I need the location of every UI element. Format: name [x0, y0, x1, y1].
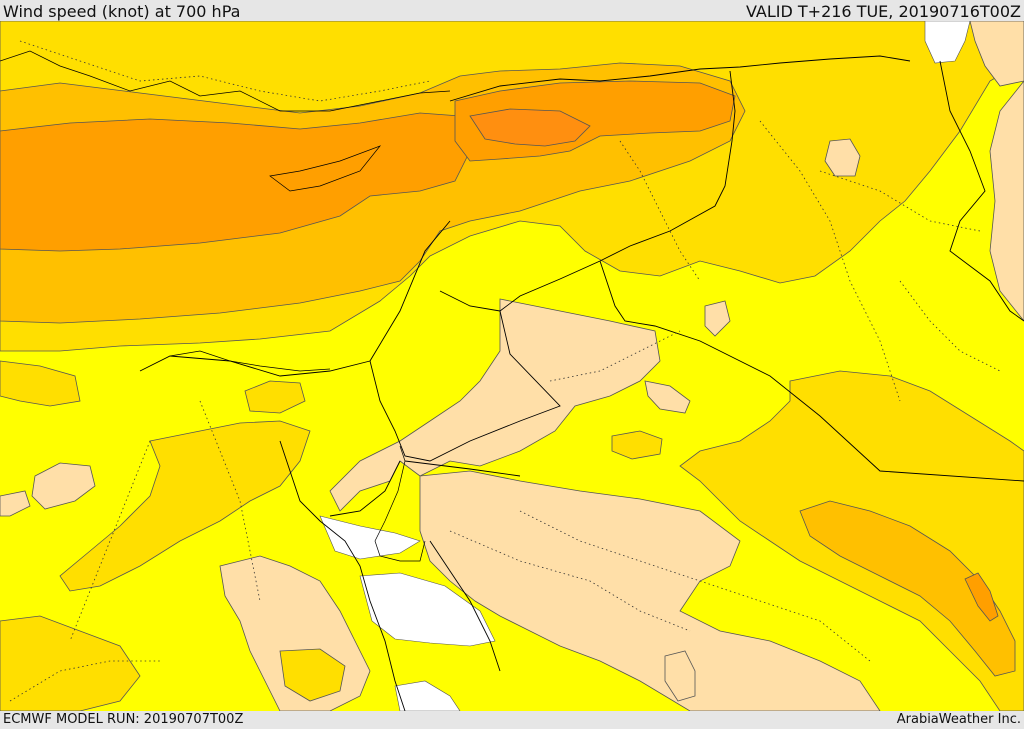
- band-light-small-1: [644, 380, 691, 414]
- sea-south-main: [359, 572, 496, 647]
- band-dark-orange-ne: [469, 108, 591, 147]
- country-borders: [139, 55, 1024, 711]
- band-light-southcentral: [419, 470, 881, 711]
- band-light-east-blob-2: [704, 300, 731, 337]
- band-amber-east: [799, 500, 1016, 677]
- sea-south-bottom: [394, 680, 461, 711]
- band-light-east-blob: [824, 138, 861, 177]
- map-header: Wind speed (knot) at 700 hPa VALID T+216…: [0, 0, 1024, 21]
- band-light-east-edge: [989, 80, 1024, 322]
- band-gold-west: [0, 360, 81, 407]
- wind-speed-map[interactable]: [0, 21, 1024, 711]
- band-light-west-blob: [31, 462, 96, 510]
- band-orange-west: [0, 112, 471, 252]
- credit-label: ArabiaWeather Inc.: [896, 712, 1021, 727]
- band-orange-east-streak: [964, 572, 999, 622]
- map-canvas: [0, 21, 1024, 711]
- model-run: ECMWF MODEL RUN: 20190707T00Z: [3, 712, 244, 727]
- map-footer: ECMWF MODEL RUN: 20190707T00Z ArabiaWeat…: [0, 711, 1024, 729]
- sea-north: [924, 21, 971, 64]
- band-gold-southleft: [0, 615, 141, 711]
- admin-boundaries: [9, 40, 1001, 702]
- band-gold-center-blob: [611, 430, 663, 460]
- band-light-ne-corner: [969, 21, 1024, 87]
- band-light-west-small: [0, 490, 31, 517]
- valid-time: VALID T+216 TUE, 20190716T00Z: [745, 2, 1021, 21]
- map-title: Wind speed (knot) at 700 hPa: [3, 2, 241, 21]
- coastlines: [0, 50, 451, 562]
- band-light-bottom-right: [664, 650, 696, 702]
- band-gold-southwest: [59, 420, 311, 592]
- sea-south-left: [319, 515, 421, 560]
- band-gold-mid: [244, 380, 306, 414]
- band-gold-southmid: [279, 648, 346, 702]
